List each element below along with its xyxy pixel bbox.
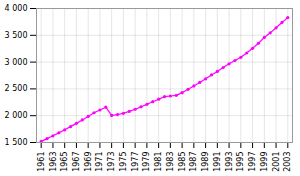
svg-text:2 000: 2 000 — [5, 111, 28, 120]
svg-text:4 000: 4 000 — [5, 4, 28, 13]
svg-text:1967: 1967 — [72, 152, 81, 172]
svg-text:1993: 1993 — [225, 152, 234, 172]
svg-text:1987: 1987 — [189, 152, 198, 172]
svg-text:2001: 2001 — [272, 152, 281, 172]
svg-text:1961: 1961 — [37, 152, 46, 172]
svg-text:1977: 1977 — [131, 152, 140, 172]
svg-text:1989: 1989 — [201, 152, 210, 172]
svg-text:3 500: 3 500 — [5, 31, 28, 40]
svg-text:1995: 1995 — [236, 152, 245, 172]
svg-text:1969: 1969 — [84, 152, 93, 172]
svg-text:1985: 1985 — [178, 152, 187, 172]
svg-text:1 500: 1 500 — [5, 138, 28, 147]
svg-text:1963: 1963 — [49, 152, 58, 172]
svg-text:2003: 2003 — [283, 152, 292, 172]
svg-text:1997: 1997 — [248, 152, 257, 172]
svg-text:1981: 1981 — [154, 152, 163, 172]
svg-text:1973: 1973 — [107, 152, 116, 172]
svg-text:1971: 1971 — [95, 152, 104, 172]
svg-text:2 500: 2 500 — [5, 84, 28, 93]
svg-text:1979: 1979 — [142, 152, 151, 172]
svg-text:1965: 1965 — [60, 152, 69, 172]
svg-text:1999: 1999 — [260, 152, 269, 172]
svg-text:1991: 1991 — [213, 152, 222, 172]
svg-text:1983: 1983 — [166, 152, 175, 172]
svg-text:3 000: 3 000 — [5, 58, 28, 67]
svg-text:1975: 1975 — [119, 152, 128, 172]
